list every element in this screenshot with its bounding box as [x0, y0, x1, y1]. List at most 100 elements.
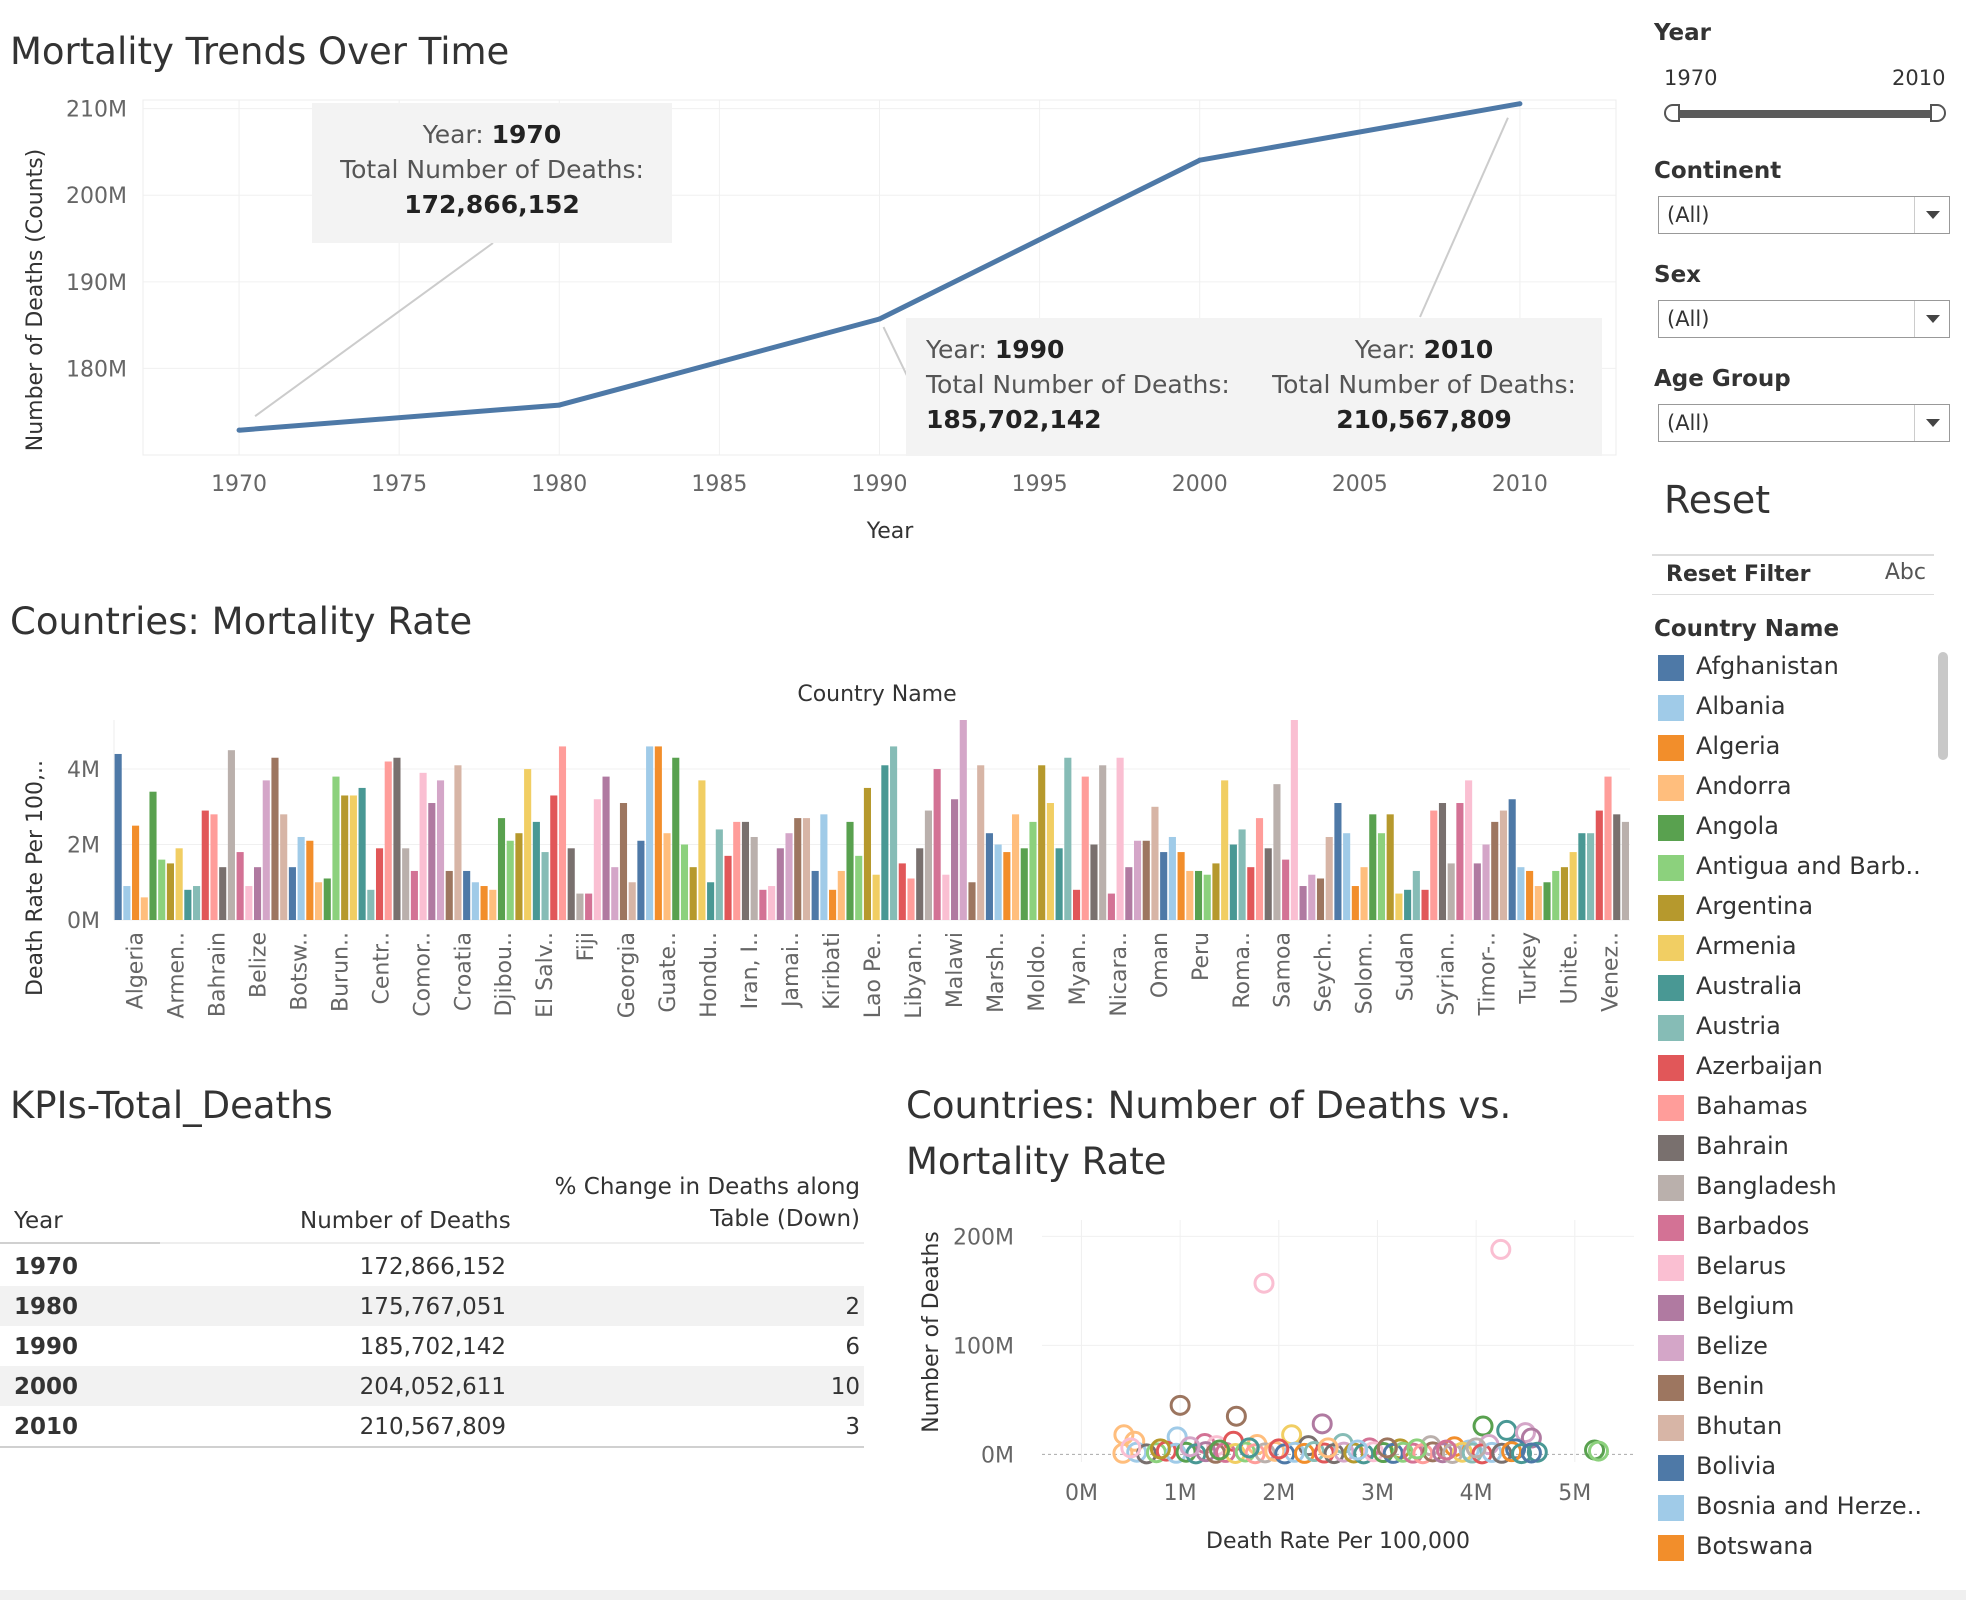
trend-x-tick-label: 1985 [691, 472, 747, 497]
legend-label: Bahrain [1696, 1132, 1789, 1160]
chevron-down-icon[interactable] [1914, 405, 1949, 441]
legend-swatch [1658, 655, 1684, 681]
reset-filter-button[interactable]: Reset Filter [1666, 562, 1811, 587]
bar [942, 874, 950, 920]
bar-x-tick-label: Jamai.. [779, 932, 804, 1009]
bar [184, 889, 192, 920]
legend-item[interactable]: Angola [1658, 808, 1928, 848]
legend-item[interactable]: Bosnia and Herze.. [1658, 1488, 1928, 1528]
legend-item[interactable]: Azerbaijan [1658, 1048, 1928, 1088]
legend-item[interactable]: Bangladesh [1658, 1168, 1928, 1208]
scatter-x-tick-label: 0M [1065, 1481, 1098, 1506]
tooltip-year-value: 1990 [994, 335, 1065, 364]
trend-x-tick-label: 1995 [1012, 472, 1068, 497]
bar [1386, 814, 1394, 920]
bar [689, 867, 697, 920]
legend-swatch [1658, 895, 1684, 921]
year-filter-label: Year [1654, 20, 1712, 46]
bar [951, 799, 959, 920]
year-range-slider[interactable] [1664, 104, 1946, 124]
kpi-year-cell: 1970 [14, 1254, 79, 1280]
legend-scrollbar[interactable] [1938, 652, 1948, 760]
legend-item[interactable]: Bhutan [1658, 1408, 1928, 1448]
bar [1404, 889, 1412, 920]
bar [1299, 886, 1307, 920]
bar [907, 878, 915, 920]
trend-y-tick-label: 190M [66, 271, 127, 296]
tooltip-year-value: 1970 [491, 120, 562, 149]
scatter-point [1472, 1415, 1494, 1437]
legend-item[interactable]: Algeria [1658, 728, 1928, 768]
continent-dropdown[interactable]: (All) [1658, 196, 1950, 234]
scatter-x-axis-title: Death Rate Per 100,000 [1206, 1529, 1470, 1554]
legend-swatch [1658, 1295, 1684, 1321]
bar-x-tick-label: Libyan.. [902, 932, 927, 1019]
chevron-down-icon[interactable] [1914, 301, 1949, 337]
bar-x-tick-label: Algeria [123, 932, 148, 1009]
reset-filter-parameter[interactable]: Reset Filter Abc [1652, 556, 1934, 595]
bar [1142, 840, 1150, 920]
legend-item[interactable]: Benin [1658, 1368, 1928, 1408]
legend-item[interactable]: Bolivia [1658, 1448, 1928, 1488]
bar [166, 863, 174, 920]
scatter-point [1372, 1442, 1394, 1464]
legend-item[interactable]: Afghanistan [1658, 648, 1928, 688]
scatter-y-tick-label: 0M [981, 1443, 1014, 1468]
country-bar-chart[interactable]: Country Name Death Rate Per 100,.. 0M 2M 4… [0, 670, 1640, 1070]
bar [323, 878, 331, 920]
bar [863, 787, 871, 920]
trend-x-tick-label: 1970 [211, 472, 267, 497]
bar [367, 889, 375, 920]
sex-dropdown[interactable]: (All) [1658, 300, 1950, 338]
bar [254, 867, 262, 920]
legend-item[interactable]: Belgium [1658, 1288, 1928, 1328]
bar [114, 753, 122, 920]
legend-item[interactable]: Armenia [1658, 928, 1928, 968]
bar [924, 810, 932, 920]
bar [436, 780, 445, 920]
legend-item[interactable]: Belarus [1658, 1248, 1928, 1288]
slider-handle-min[interactable] [1664, 104, 1680, 122]
abc-indicator: Abc [1884, 560, 1926, 585]
legend-label: Algeria [1696, 732, 1781, 760]
legend-item[interactable]: Belize [1658, 1328, 1928, 1368]
kpi-deaths-cell: 185,702,142 [359, 1334, 506, 1360]
legend-swatch [1658, 1095, 1684, 1121]
legend-item[interactable]: Andorra [1658, 768, 1928, 808]
legend-item[interactable]: Albania [1658, 688, 1928, 728]
bar [1560, 867, 1569, 920]
slider-handle-max[interactable] [1930, 104, 1946, 122]
legend-item[interactable]: Australia [1658, 968, 1928, 1008]
legend-item[interactable]: Barbados [1658, 1208, 1928, 1248]
bar [393, 757, 401, 920]
legend-item[interactable]: Botswana [1658, 1528, 1928, 1568]
trend-line-chart[interactable]: 1970 1975 1980 1985 1990 1995 2000 2005 2010 180M… [0, 80, 1640, 560]
bar [1029, 821, 1037, 920]
bar-x-tick-label: Armen.. [164, 932, 189, 1019]
tooltip-1970: Year: 1970 Total Number of Deaths: 172,8… [312, 103, 672, 243]
legend-swatch [1658, 815, 1684, 841]
trend-y-tick-label: 210M [66, 98, 127, 123]
legend-label: Bolivia [1696, 1452, 1777, 1480]
bar [715, 829, 723, 920]
legend-item[interactable]: Argentina [1658, 888, 1928, 928]
legend-item[interactable]: Bahrain [1658, 1128, 1928, 1168]
legend-item[interactable]: Antigua and Barb.. [1658, 848, 1928, 888]
bar [977, 765, 985, 920]
bar [541, 852, 549, 920]
legend-item[interactable]: Bahamas [1658, 1088, 1928, 1128]
legend-item[interactable]: Austria [1658, 1008, 1928, 1048]
bar [663, 833, 671, 920]
bar [524, 769, 532, 920]
chevron-down-icon[interactable] [1914, 197, 1949, 233]
bar [1160, 852, 1168, 920]
bar [219, 867, 227, 920]
bar-x-tick-label: Botsw.. [287, 932, 312, 1011]
kpi-deaths-cell: 175,767,051 [359, 1294, 506, 1320]
age-group-dropdown[interactable]: (All) [1658, 404, 1950, 442]
bar [1325, 836, 1333, 920]
bar [463, 870, 471, 920]
table-row: 1990 185,702,142 6 [0, 1326, 864, 1366]
year-slider-min-label: 1970 [1664, 66, 1718, 90]
